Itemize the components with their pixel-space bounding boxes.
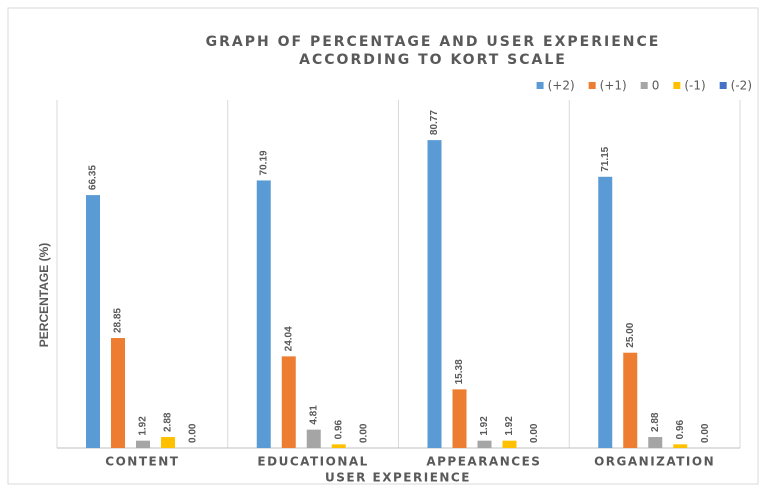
- bar: [161, 437, 175, 448]
- bar: [111, 338, 125, 448]
- bar: [598, 176, 613, 448]
- y-axis-title: PERCENTAGE (%): [37, 243, 51, 347]
- legend-label: (-1): [684, 79, 705, 93]
- value-label: 2.88: [163, 412, 174, 432]
- value-label: 24.04: [283, 326, 294, 351]
- bar: [281, 356, 296, 448]
- bar: [256, 180, 271, 448]
- value-label: 0.00: [700, 423, 711, 443]
- value-label: 28.85: [113, 308, 124, 333]
- bar: [136, 440, 150, 448]
- bar: [452, 389, 467, 448]
- legend-swatch: [536, 82, 544, 89]
- bar: [673, 444, 688, 448]
- legend-swatch: [640, 82, 648, 89]
- bar: [331, 444, 346, 448]
- bar: [648, 437, 663, 448]
- legend-label: 0: [652, 79, 660, 93]
- value-label: 0.00: [529, 423, 540, 443]
- legend-swatch: [673, 82, 681, 89]
- chart-title: GRAPH OF PERCENTAGE AND USER EXPERIENCE: [206, 34, 661, 50]
- x-tick-label: EDUCATIONAL: [257, 455, 368, 469]
- value-label: 2.88: [650, 412, 661, 432]
- bar: [427, 140, 442, 448]
- x-tick-label: ORGANIZATION: [594, 455, 715, 469]
- bar: [477, 440, 492, 448]
- value-label: 71.15: [600, 146, 611, 171]
- value-label: 1.92: [504, 416, 515, 436]
- x-tick-label: APPEARANCES: [426, 455, 541, 469]
- value-label: 0.00: [358, 423, 369, 443]
- bar: [502, 440, 517, 448]
- value-label: 1.92: [479, 416, 490, 436]
- legend-swatch: [588, 82, 596, 89]
- bar: [306, 429, 321, 448]
- value-label: 0.96: [333, 419, 344, 439]
- chart-subtitle: ACCORDING TO KORT SCALE: [299, 52, 567, 68]
- x-axis-title: USER EXPERIENCE: [325, 471, 471, 485]
- legend-label: (+2): [548, 79, 575, 93]
- value-label: 0.96: [675, 419, 686, 439]
- value-label: 1.92: [138, 416, 149, 436]
- x-tick-label: CONTENT: [105, 455, 179, 469]
- value-label: 66.35: [88, 165, 99, 190]
- value-label: 4.81: [308, 405, 319, 425]
- value-label: 25.00: [625, 322, 636, 347]
- legend-label: (-2): [731, 79, 752, 93]
- bar: [86, 195, 100, 448]
- bar: [623, 352, 638, 448]
- value-label: 15.38: [454, 359, 465, 384]
- value-label: 0.00: [188, 423, 199, 443]
- value-label: 80.77: [429, 110, 440, 135]
- value-label: 70.19: [258, 150, 269, 175]
- legend-swatch: [719, 82, 727, 89]
- legend-label: (+1): [600, 79, 627, 93]
